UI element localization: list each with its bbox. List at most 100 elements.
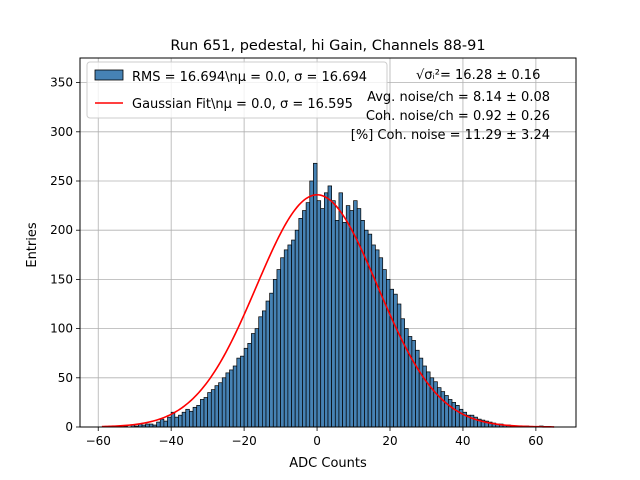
histogram-bar (189, 410, 194, 428)
histogram-bar (367, 233, 373, 428)
histogram-bar (400, 318, 405, 428)
histogram-bar (283, 249, 289, 428)
annotation-avg-noise: Avg. noise/ch = 8.14 ± 0.08 (367, 90, 550, 105)
histogram-bar (207, 392, 212, 428)
y-axis-label: Entries (25, 222, 40, 268)
histogram-bar (448, 399, 453, 428)
histogram-bar (375, 249, 380, 428)
histogram-bar (251, 333, 256, 428)
plot-frame (79, 57, 577, 428)
histogram-bar (331, 200, 336, 428)
annotation-coh-percent: [%] Coh. noise = 11.29 ± 3.24 (351, 128, 550, 143)
histogram-bar (236, 357, 241, 428)
histogram-bar (192, 406, 198, 428)
histogram-bar (389, 288, 394, 428)
histogram-bar (338, 192, 343, 428)
histogram-bar (455, 405, 460, 428)
histogram-bar (298, 218, 303, 428)
histogram-bar (451, 402, 456, 428)
histogram-bar (181, 411, 187, 428)
histogram-bar (327, 185, 332, 428)
y-tick-label: 100 (50, 322, 73, 336)
histogram-bar (411, 340, 416, 428)
legend-fit-label: Gaussian Fit\nμ = 0.0, σ = 16.595 (132, 97, 353, 112)
gaussian-fit-line (101, 193, 555, 428)
x-tick-label: 60 (528, 434, 543, 448)
histogram-bar (163, 420, 168, 428)
y-tick-label: 200 (50, 223, 73, 237)
histogram-bar (265, 300, 270, 428)
y-tick-label: 250 (50, 174, 73, 188)
y-axis-ticks: 0 50 100 150 200 250 300 350 (50, 76, 80, 434)
histogram-bar (272, 279, 278, 428)
histogram-bar (396, 303, 402, 428)
histogram-bar (240, 355, 245, 428)
histogram-bar (156, 421, 161, 428)
y-tick-label: 150 (50, 272, 73, 286)
histogram-bar (444, 395, 449, 428)
histogram-bar (429, 377, 435, 428)
histogram-bar (393, 293, 398, 428)
y-tick-label: 50 (58, 371, 73, 385)
histogram-bar (437, 387, 442, 428)
histogram-bar (232, 365, 238, 428)
x-axis-label: ADC Counts (289, 456, 367, 471)
x-tick-label: 20 (382, 434, 397, 448)
histogram-bar (407, 336, 413, 428)
histogram-bar (178, 414, 183, 428)
annotation-sigma-value: = 16.28 ± 0.16 (440, 68, 540, 83)
histogram-bar (305, 202, 311, 428)
histogram-bar (324, 192, 329, 428)
histogram-bar (334, 220, 340, 428)
chart-title: Run 651, pedestal, hi Gain, Channels 88-… (170, 38, 485, 54)
histogram-bar (378, 257, 384, 428)
histogram-bar (262, 310, 267, 428)
annotation-sigma-symbol: √σᵢ² (416, 68, 440, 83)
y-tick-label: 0 (65, 420, 73, 434)
histogram-bar (291, 239, 296, 428)
histogram-bar (174, 416, 179, 428)
legend-hist-swatch (94, 69, 124, 81)
legend: RMS = 16.694\nμ = 0.0, σ = 16.694 Gaussi… (86, 61, 388, 119)
histogram-bar (386, 279, 391, 428)
histogram-bar (229, 369, 234, 428)
legend-box (86, 61, 388, 119)
histogram-bar (254, 328, 260, 428)
histogram-bar (404, 328, 409, 428)
histogram-bar (167, 416, 172, 428)
histogram-bar (342, 221, 347, 428)
histogram-bar (196, 405, 201, 428)
x-tick-label: −40 (159, 434, 184, 448)
histogram-bar (294, 229, 300, 428)
histogram-bar (349, 210, 354, 428)
histogram-bar (210, 389, 216, 428)
histogram-bar (415, 349, 420, 428)
x-tick-label: −20 (231, 434, 256, 448)
histogram-bar (276, 269, 281, 428)
histogram-bar (243, 347, 249, 428)
histogram-bar (225, 372, 230, 428)
histogram-bar (159, 418, 165, 428)
histogram-bar (247, 343, 252, 428)
histogram-bar (269, 292, 274, 428)
histogram-bar (345, 205, 351, 428)
histogram-bar (203, 397, 208, 428)
x-tick-label: −60 (86, 434, 111, 448)
legend-hist-label: RMS = 16.694\nμ = 0.0, σ = 16.694 (132, 70, 367, 85)
histogram-bar (287, 244, 292, 428)
histogram-bar (316, 200, 322, 428)
histogram-bar (426, 371, 431, 428)
histogram-bar (418, 357, 424, 428)
histogram-bar (309, 180, 314, 428)
histogram-bar (185, 408, 190, 428)
histogram-bar (280, 257, 285, 428)
histogram-bar (313, 162, 318, 428)
y-tick-label: 300 (50, 125, 73, 139)
histogram-bar (320, 208, 325, 428)
histogram-bar (382, 269, 387, 428)
x-tick-label: 0 (313, 434, 321, 448)
histogram-bar (302, 210, 307, 428)
x-axis-ticks: −60 −40 −20 0 20 40 60 (86, 427, 544, 448)
histogram-bar (440, 391, 446, 428)
